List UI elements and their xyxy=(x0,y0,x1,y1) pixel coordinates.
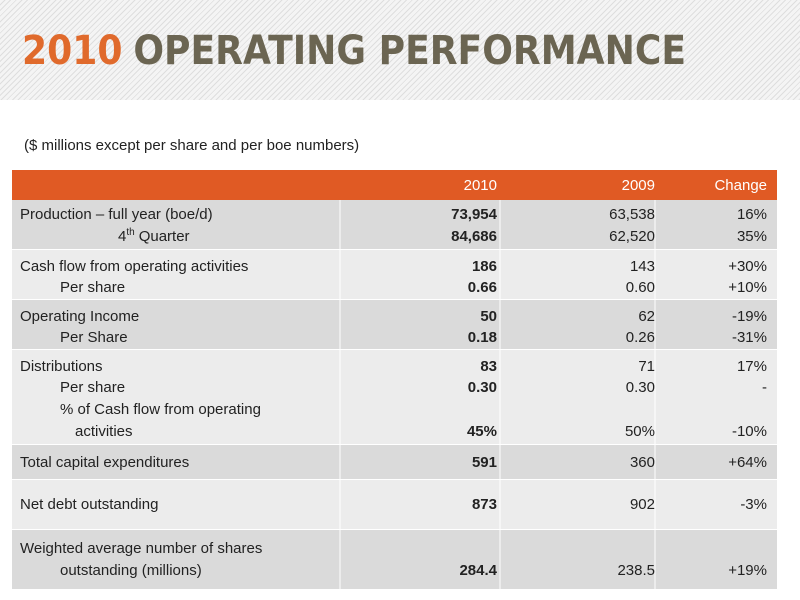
cell-value: 50 xyxy=(480,308,497,325)
row-background xyxy=(12,445,777,480)
cell-value: 143 xyxy=(630,258,655,275)
label-text: Operating Income xyxy=(20,308,139,325)
label-text: outstanding (millions) xyxy=(60,562,202,579)
row-background xyxy=(12,350,777,445)
title-band xyxy=(0,0,800,100)
label-text: 4 xyxy=(118,228,126,245)
row-background xyxy=(12,300,777,350)
title-text: OPERATING PERFORMANCE xyxy=(133,28,686,74)
cell-value: +64% xyxy=(728,454,767,471)
row-label: Total capital expenditures xyxy=(20,454,189,471)
row-label: Cash flow from operating activities xyxy=(20,258,248,275)
label-text: Per share xyxy=(60,279,125,296)
row-label: Net debt outstanding xyxy=(20,496,158,513)
cell-value: 591 xyxy=(472,454,497,471)
cell-value: 902 xyxy=(630,496,655,513)
cell-value: 873 xyxy=(472,496,497,513)
cell-value: 35% xyxy=(737,228,767,245)
table-header xyxy=(12,170,777,200)
label-text: Cash flow from operating activities xyxy=(20,258,248,275)
row-label: % of Cash flow from operating xyxy=(60,401,261,418)
label-superscript: th xyxy=(126,227,134,238)
cell-value: -31% xyxy=(732,329,767,346)
cell-value: 0.26 xyxy=(626,329,655,346)
label-text: Production – full year (boe/d) xyxy=(20,206,213,223)
cell-value: -3% xyxy=(740,496,767,513)
cell-value: 84,686 xyxy=(451,228,497,245)
row-label: 4th Quarter xyxy=(118,227,190,245)
row-label: Per Share xyxy=(60,329,128,346)
row-label: Per share xyxy=(60,379,125,396)
cell-value: 0.30 xyxy=(468,379,497,396)
cell-value: 16% xyxy=(737,206,767,223)
cell-value: 45% xyxy=(467,423,497,440)
cell-value: 50% xyxy=(625,423,655,440)
cell-value: -19% xyxy=(732,308,767,325)
row-label: activities xyxy=(75,423,133,440)
label-text: Total capital expenditures xyxy=(20,454,189,471)
label-text: Weighted average number of shares xyxy=(20,540,262,557)
cell-value: 73,954 xyxy=(451,206,498,223)
row-label: Weighted average number of shares xyxy=(20,540,262,557)
label-text: activities xyxy=(75,423,133,440)
cell-value: 62 xyxy=(638,308,655,325)
subtitle: ($ millions except per share and per boe… xyxy=(24,137,359,154)
cell-value: 238.5 xyxy=(617,562,655,579)
row-background xyxy=(12,200,777,250)
row-background xyxy=(12,480,777,530)
column-header: Change xyxy=(714,177,767,194)
label-text: Net debt outstanding xyxy=(20,496,158,513)
title-year: 2010 xyxy=(22,28,123,74)
row-label: Production – full year (boe/d) xyxy=(20,206,213,223)
cell-value: 0.66 xyxy=(468,279,497,296)
label-text: Per share xyxy=(60,379,125,396)
row-background xyxy=(12,530,777,590)
cell-value: 71 xyxy=(638,358,655,375)
column-header: 2010 xyxy=(464,177,497,194)
cell-value: 17% xyxy=(737,358,767,375)
column-header: 2009 xyxy=(622,177,655,194)
label-text: % of Cash flow from operating xyxy=(60,401,261,418)
cell-value: 0.18 xyxy=(468,329,497,346)
title: 2010OPERATING PERFORMANCE xyxy=(22,28,686,74)
row-label: Distributions xyxy=(20,358,103,375)
cell-value: 83 xyxy=(480,358,497,375)
cell-value: 360 xyxy=(630,454,655,471)
cell-value: - xyxy=(762,379,767,396)
cell-value: +10% xyxy=(728,279,767,296)
cell-value: 0.60 xyxy=(626,279,655,296)
label-text: Quarter xyxy=(139,228,190,245)
cell-value: 62,520 xyxy=(609,228,655,245)
row-background xyxy=(12,250,777,300)
cell-value: 63,538 xyxy=(609,206,655,223)
row-label: Operating Income xyxy=(20,308,139,325)
cell-value: +30% xyxy=(728,258,767,275)
label-text: Per Share xyxy=(60,329,128,346)
cell-value: +19% xyxy=(728,562,767,579)
cell-value: 284.4 xyxy=(459,562,497,579)
cell-value: -10% xyxy=(732,423,767,440)
row-label: outstanding (millions) xyxy=(60,562,202,579)
cell-value: 0.30 xyxy=(626,379,655,396)
label-text: Distributions xyxy=(20,358,103,375)
row-label: Per share xyxy=(60,279,125,296)
cell-value: 186 xyxy=(472,258,497,275)
